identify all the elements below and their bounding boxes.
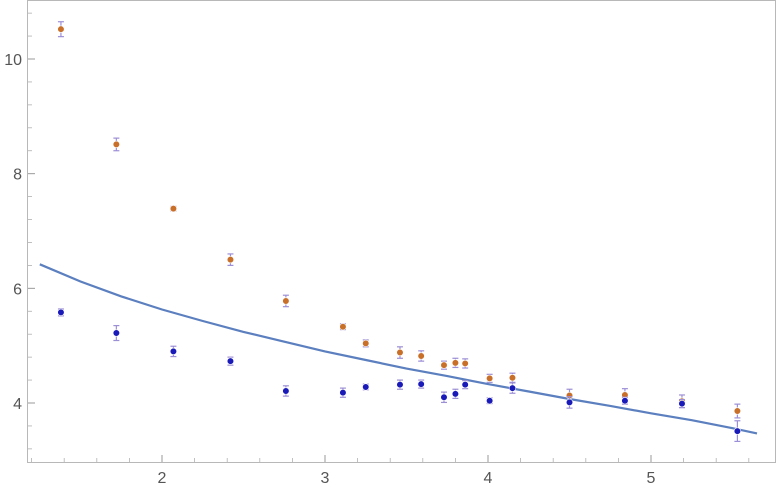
- blue-data-point: [461, 380, 469, 390]
- x-tick-label: 2: [158, 470, 167, 487]
- blue-data-point: [112, 325, 120, 342]
- blue-data-point: [169, 345, 178, 358]
- marker: [112, 140, 120, 149]
- marker: [169, 205, 178, 213]
- y-tick-label: 6: [13, 281, 22, 298]
- marker: [282, 297, 290, 305]
- marker: [57, 308, 65, 317]
- marker: [417, 380, 425, 388]
- orange-data-point: [226, 253, 235, 266]
- x-tick-label: 5: [647, 470, 656, 487]
- marker: [733, 407, 741, 415]
- orange-data-point: [417, 350, 425, 362]
- data-points-layer: [57, 21, 741, 443]
- orange-data-point: [339, 323, 347, 331]
- y-tick-label: 8: [13, 167, 22, 184]
- blue-data-point: [396, 379, 404, 390]
- marker: [621, 397, 629, 405]
- orange-data-point: [112, 137, 120, 152]
- orange-data-point: [169, 205, 178, 213]
- x-tick-label: 3: [321, 470, 330, 487]
- marker: [486, 374, 494, 382]
- marker: [440, 361, 448, 369]
- marker: [169, 347, 178, 356]
- orange-data-point: [508, 372, 517, 383]
- orange-data-point: [486, 373, 494, 383]
- orange-data-point: [451, 357, 460, 369]
- marker: [112, 329, 120, 337]
- blue-data-point: [282, 385, 290, 397]
- marker: [339, 323, 347, 331]
- marker: [486, 397, 494, 405]
- blue-data-point: [508, 382, 517, 394]
- marker: [57, 25, 65, 33]
- marker: [451, 390, 460, 398]
- blue-data-point: [733, 420, 741, 443]
- orange-data-point: [282, 294, 290, 308]
- marker: [565, 398, 574, 407]
- plot-frame: [27, 0, 776, 463]
- marker: [461, 359, 469, 368]
- blue-data-point: [440, 391, 448, 404]
- fit-curve-layer: [39, 263, 758, 435]
- marker: [733, 427, 741, 435]
- orange-data-point: [362, 339, 370, 348]
- y-tick-label: 4: [13, 396, 22, 413]
- axis-ticks: 2 3 4 5 4 6 8 10: [4, 12, 750, 487]
- orange-data-point: [440, 360, 448, 370]
- marker: [461, 381, 469, 389]
- fit-curve: [39, 263, 758, 435]
- blue-data-point: [451, 388, 460, 400]
- marker: [362, 383, 370, 391]
- orange-data-point: [733, 403, 741, 419]
- marker: [417, 352, 425, 360]
- blue-data-point: [417, 379, 425, 389]
- blue-data-point: [565, 396, 574, 409]
- blue-data-point: [486, 397, 494, 405]
- orange-data-point: [396, 346, 404, 359]
- orange-data-point: [461, 358, 469, 369]
- marker: [440, 393, 448, 401]
- blue-data-point: [362, 383, 370, 391]
- marker: [226, 256, 235, 264]
- blue-data-point: [226, 356, 235, 366]
- blue-data-point: [678, 398, 686, 409]
- blue-data-point: [57, 308, 65, 317]
- marker: [451, 359, 460, 367]
- marker: [282, 387, 290, 395]
- marker: [362, 339, 370, 347]
- y-tick-label: 10: [4, 52, 22, 69]
- x-tick-label: 4: [484, 470, 493, 487]
- marker: [678, 399, 686, 408]
- marker: [396, 348, 404, 357]
- orange-data-point: [57, 21, 65, 38]
- marker: [226, 357, 235, 365]
- marker: [508, 384, 517, 392]
- blue-data-point: [339, 387, 347, 398]
- blue-data-point: [621, 396, 629, 405]
- marker: [396, 381, 404, 389]
- marker: [508, 374, 517, 382]
- marker: [339, 389, 347, 397]
